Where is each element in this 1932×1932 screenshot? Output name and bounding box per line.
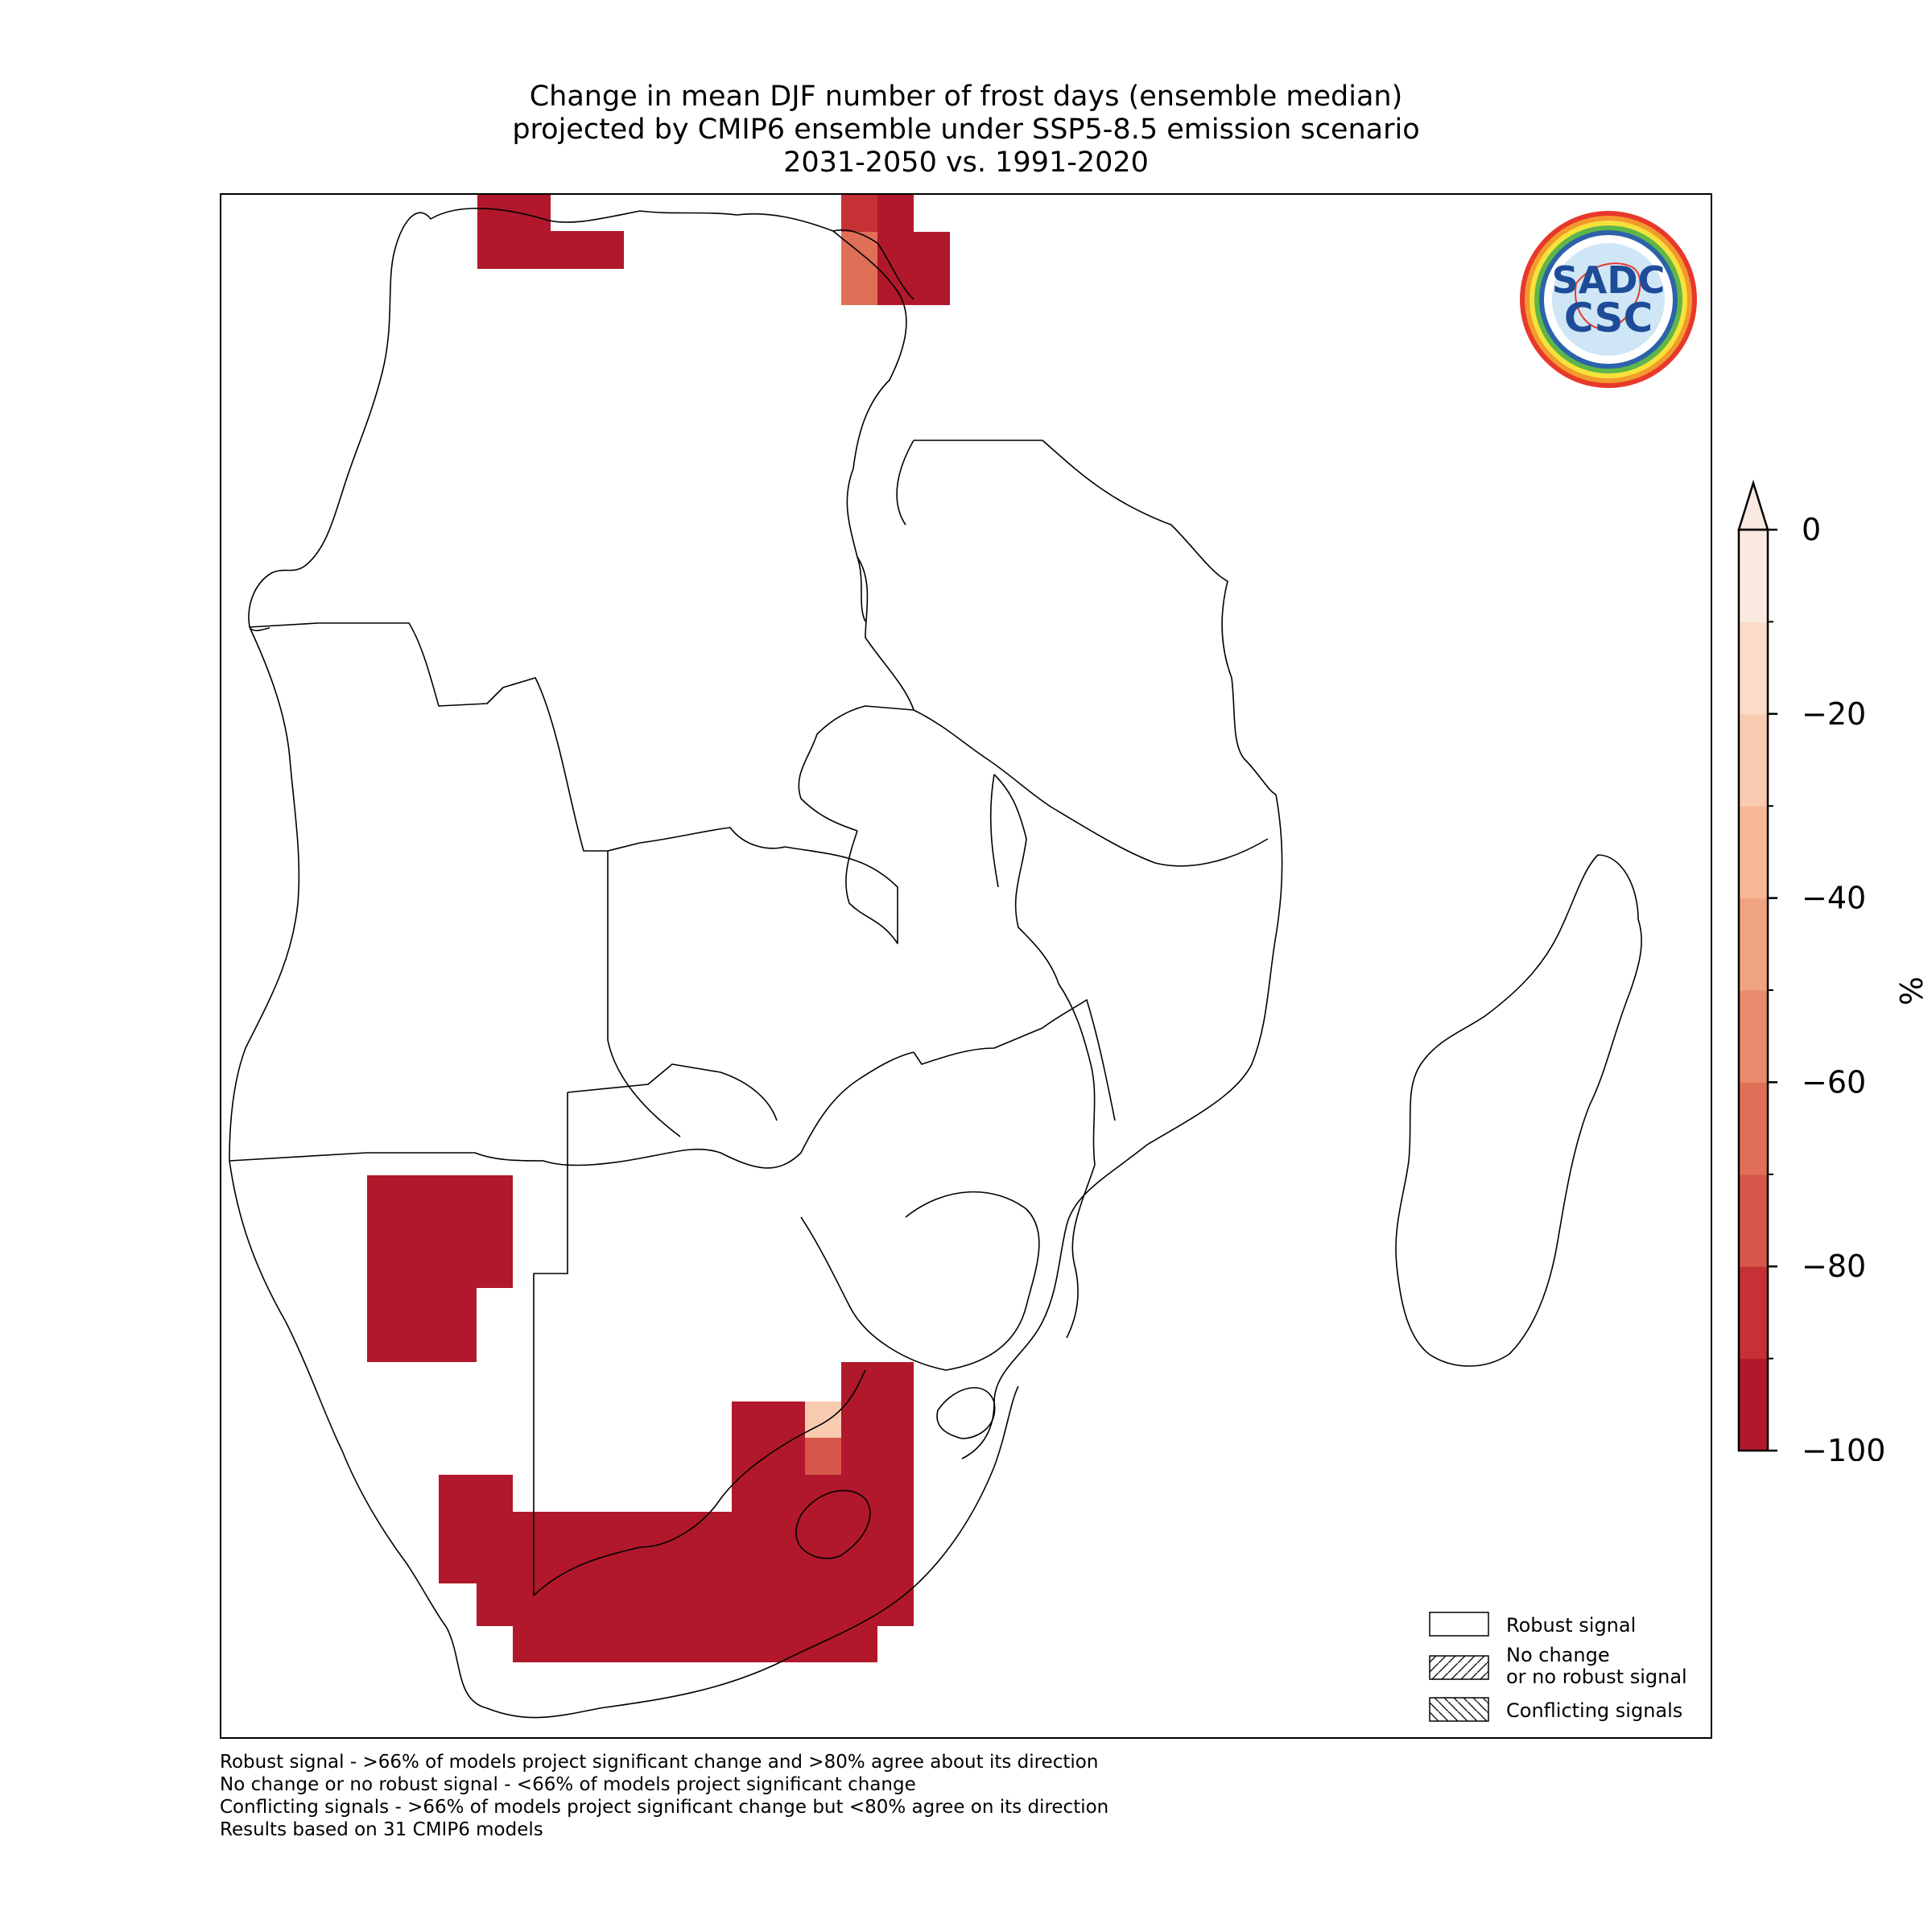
legend-no-change-label-1: No change xyxy=(1506,1644,1610,1666)
colorbar-band-1 xyxy=(1739,1266,1768,1360)
colorbar-band-0 xyxy=(1739,1358,1768,1451)
colorbar-band-8 xyxy=(1739,621,1768,715)
map-title-line-3: 2031-2050 vs. 1991-2020 xyxy=(783,147,1149,179)
legend-robust-swatch xyxy=(1429,1612,1489,1637)
legend-conflicting-swatch xyxy=(1429,1697,1489,1722)
colorbar-band-9 xyxy=(1739,530,1768,622)
cell-north-east-d xyxy=(914,232,950,305)
footer-line-1: Robust signal - >66% of models project s… xyxy=(220,1752,1099,1773)
colorbar: 0 −20 −40 −60 −80 −100 xyxy=(1737,479,1885,1461)
cell-north-east-a xyxy=(841,195,877,232)
colorbar-tick-label: −20 xyxy=(1802,696,1866,732)
colorbar-tick-label: −100 xyxy=(1802,1433,1885,1461)
cell-lesotho-light xyxy=(805,1402,841,1438)
footer-line-2: No change or no robust signal - <66% of … xyxy=(220,1774,916,1795)
legend-no-change-swatch xyxy=(1429,1655,1489,1680)
colorbar-band-7 xyxy=(1739,713,1768,807)
colorbar-unit: % xyxy=(1893,976,1928,1006)
colorbar-tick-label: −80 xyxy=(1802,1249,1866,1284)
map-frame: SADC CSC Robust signal No change or no r… xyxy=(220,193,1712,1739)
colorbar-band-2 xyxy=(1739,1174,1768,1267)
logo-main-text: CSC xyxy=(1564,295,1653,341)
colorbar-tick-label: 0 xyxy=(1802,512,1821,547)
colorbar-bands xyxy=(1739,530,1768,1451)
cell-namibia xyxy=(367,1175,513,1362)
cell-south-africa xyxy=(439,1362,914,1662)
colorbar-band-4 xyxy=(1739,990,1768,1083)
colorbar-tick-label: −60 xyxy=(1802,1064,1866,1100)
frost-change-cells xyxy=(367,195,950,1662)
colorbar-band-5 xyxy=(1739,898,1768,991)
sadc-csc-logo: SADC CSC xyxy=(1520,211,1697,388)
colorbar-tick-label: −40 xyxy=(1802,881,1866,916)
cell-north-east-c xyxy=(877,195,914,305)
legend-no-change-label-2: or no robust signal xyxy=(1506,1666,1687,1688)
colorbar-ticks: 0 −20 −40 −60 −80 −100 xyxy=(1768,512,1885,1461)
legend-robust-label: Robust signal xyxy=(1506,1614,1636,1637)
cell-lesotho-mid xyxy=(805,1438,841,1475)
cell-north-east-b xyxy=(841,232,877,305)
map-title-line-2: projected by CMIP6 ensemble under SSP5-8… xyxy=(512,114,1420,146)
legend-conflicting-label: Conflicting signals xyxy=(1506,1699,1682,1722)
cell-north-west-a xyxy=(477,195,551,269)
footer-line-4: Results based on 31 CMIP6 models xyxy=(220,1819,543,1840)
colorbar-extend-arrow xyxy=(1737,479,1769,531)
colorbar-band-3 xyxy=(1739,1082,1768,1175)
map-canvas: SADC CSC Robust signal No change or no r… xyxy=(229,195,1697,1722)
cell-north-west-b xyxy=(551,231,624,269)
logo-sub-text: SADC xyxy=(1552,258,1666,302)
colorbar-band-6 xyxy=(1739,806,1768,899)
map-title-line-1: Change in mean DJF number of frost days … xyxy=(529,80,1403,113)
footer-line-3: Conflicting signals - >66% of models pro… xyxy=(220,1797,1109,1818)
signal-legend: Robust signal No change or no robust sig… xyxy=(1429,1612,1687,1722)
country-borders xyxy=(229,208,1642,1719)
